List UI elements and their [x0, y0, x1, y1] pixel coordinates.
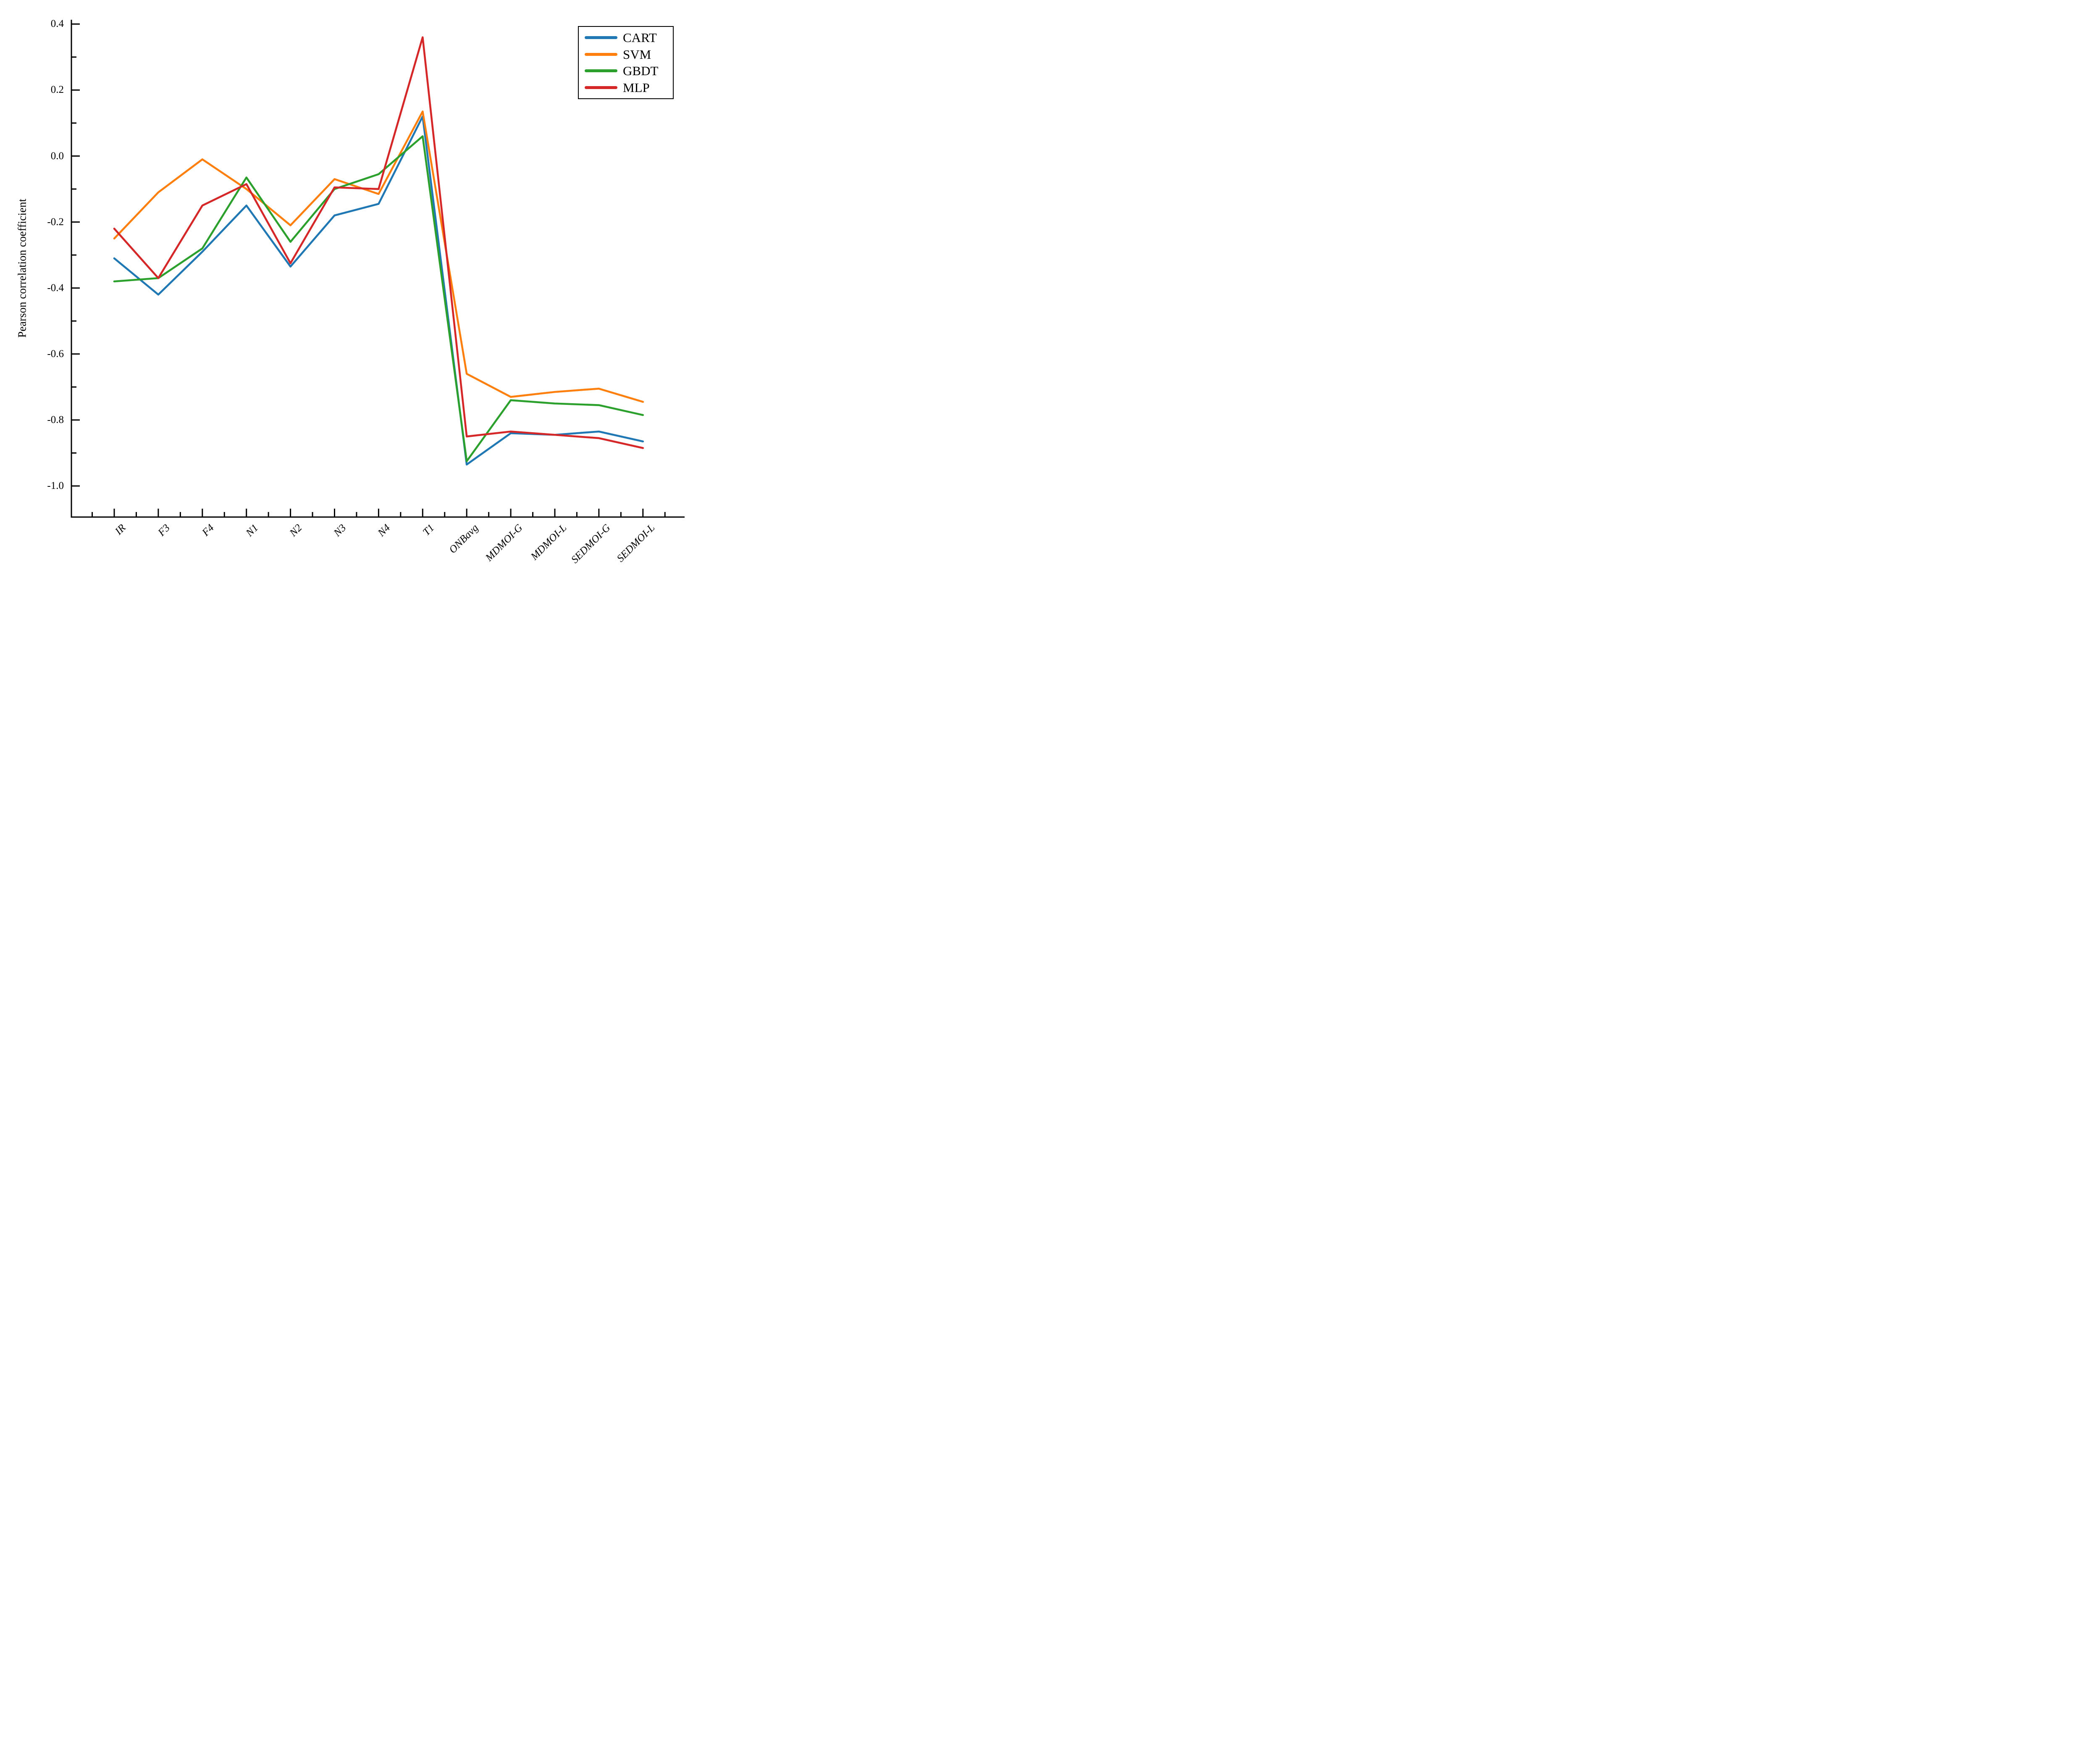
y-tick-label: 0.2	[50, 84, 64, 96]
legend-item-svm: SVM	[579, 47, 673, 62]
svm-line-swatch	[585, 53, 617, 56]
legend-item-gbdt: GBDT	[579, 63, 673, 79]
series-line-cart	[113, 115, 644, 466]
legend-label-cart: CART	[623, 30, 657, 45]
legend-label-gbdt: GBDT	[623, 63, 659, 79]
y-tick-label: -1.0	[47, 480, 64, 491]
legend-label-mlp: MLP	[623, 80, 650, 95]
legend-item-mlp: MLP	[579, 80, 673, 95]
y-tick-label: -0.2	[47, 216, 64, 228]
chart-figure: Pearson correlation coefficient 0.4 0.2 0.…	[0, 0, 720, 583]
gbdt-line-swatch	[585, 69, 617, 73]
legend-item-cart: CART	[579, 30, 673, 45]
cart-line-swatch	[585, 36, 617, 39]
y-tick-label: -0.8	[47, 414, 64, 425]
y-tick-label: -0.6	[47, 348, 64, 360]
series-line-gbdt	[113, 135, 644, 462]
y-tick-label: 0.4	[50, 18, 64, 30]
mlp-line-swatch	[585, 86, 617, 89]
y-tick-label: 0.0	[50, 150, 64, 162]
plot-area	[71, 20, 685, 518]
series-line-svm	[113, 110, 644, 403]
legend-label-svm: SVM	[623, 47, 651, 62]
legend: CART SVM GBDT MLP	[578, 26, 674, 99]
y-tick-label: -0.4	[47, 282, 64, 294]
series-line-mlp	[113, 36, 644, 449]
